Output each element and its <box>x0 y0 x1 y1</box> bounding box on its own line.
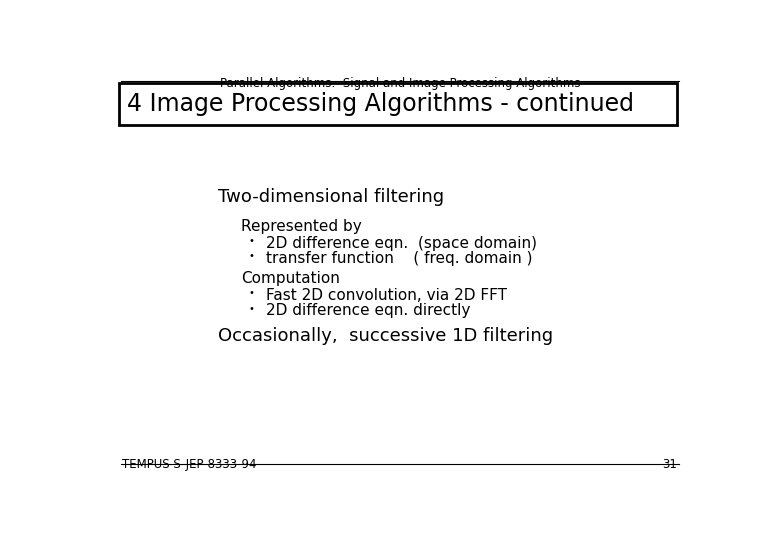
Text: •: • <box>248 251 254 261</box>
Text: Occasionally,  successive 1D filtering: Occasionally, successive 1D filtering <box>218 327 553 345</box>
Text: 4 Image Processing Algorithms - continued: 4 Image Processing Algorithms - continue… <box>127 92 634 116</box>
Text: Represented by: Represented by <box>241 219 362 234</box>
Text: •: • <box>248 303 254 314</box>
Text: Two-dimensional filtering: Two-dimensional filtering <box>218 188 444 206</box>
Text: •: • <box>248 288 254 298</box>
Text: TEMPUS S-JEP-8333-94: TEMPUS S-JEP-8333-94 <box>122 458 257 471</box>
Text: Parallel Algorithms:  Signal and Image Processing Algorithms: Parallel Algorithms: Signal and Image Pr… <box>219 77 580 90</box>
Bar <box>119 83 677 125</box>
Text: •: • <box>248 236 254 246</box>
Text: 2D difference eqn.  (space domain): 2D difference eqn. (space domain) <box>267 236 537 251</box>
Text: Fast 2D convolution, via 2D FFT: Fast 2D convolution, via 2D FFT <box>267 288 508 303</box>
Text: transfer function    ( freq. domain ): transfer function ( freq. domain ) <box>267 251 533 266</box>
Text: 2D difference eqn. directly: 2D difference eqn. directly <box>267 303 471 319</box>
Text: Computation: Computation <box>241 271 340 286</box>
Text: 31: 31 <box>662 458 677 471</box>
